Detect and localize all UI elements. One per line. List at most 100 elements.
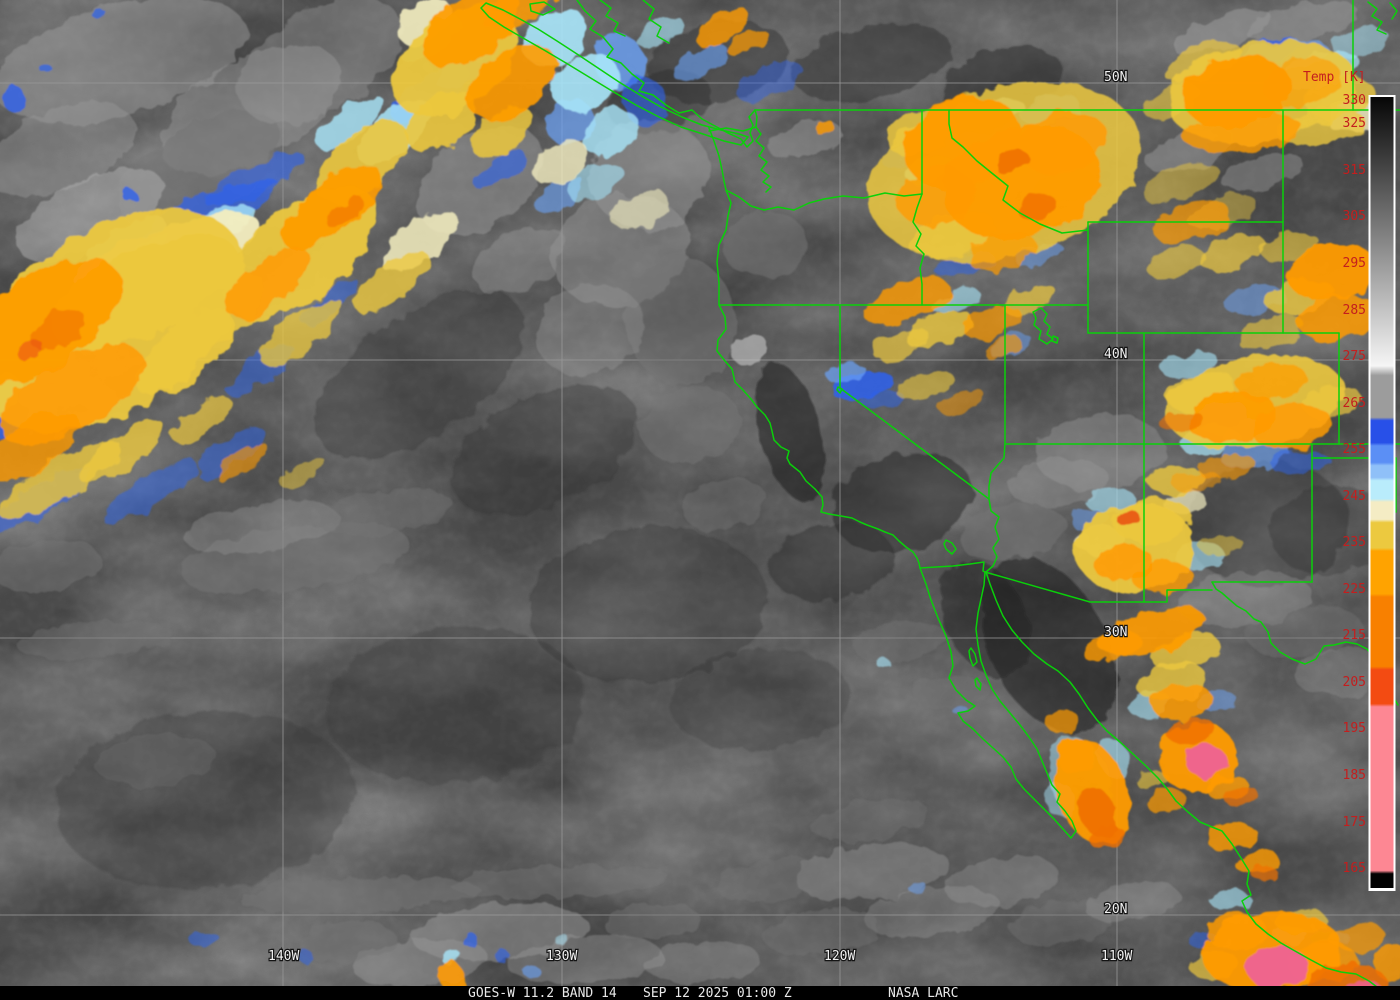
wa-or-columbia	[725, 189, 923, 211]
mb-lakes-2	[1389, 2, 1398, 20]
cloud-blob	[1008, 457, 1108, 507]
cloud-blob	[1003, 285, 1057, 315]
shade-blob	[528, 526, 768, 684]
cloud-blob	[815, 121, 835, 135]
utah-lake	[1051, 335, 1059, 344]
cloud-blob	[184, 501, 340, 555]
bc-mainland-coast	[576, 0, 756, 148]
cloud-blob	[196, 427, 264, 477]
us-mexico-border	[919, 561, 1213, 603]
cloud-blob	[1132, 560, 1192, 594]
cloud-blob	[611, 189, 669, 231]
cloud-blob	[95, 734, 215, 786]
latitude-label: 30N	[1104, 625, 1127, 640]
cloud-blob	[876, 658, 890, 668]
cloud-blob	[873, 329, 931, 361]
latitude-label: 40N	[1104, 347, 1127, 362]
colorbar-tick-labels: 330 325 315 305 295 285 275 265 255 245 235 225 215 2…	[1343, 93, 1366, 876]
baja-california	[919, 567, 1077, 839]
cloud-blob	[1197, 234, 1267, 270]
cloud-blob	[282, 165, 382, 249]
cloud-blob	[0, 0, 247, 123]
terrain-dark-patches	[55, 20, 1390, 889]
cloud-blob	[1277, 108, 1367, 146]
cloud-blob	[1172, 9, 1272, 55]
mexico-mainland-coast	[985, 571, 1399, 1000]
colorbar-tick: 305	[1343, 209, 1366, 224]
cloud-blob	[1187, 745, 1227, 779]
cloud-blob	[715, 858, 825, 902]
cloud-blob	[280, 455, 324, 489]
cloud-blob	[523, 966, 541, 978]
cloud-blob	[581, 108, 639, 156]
isla-tiburon	[974, 677, 982, 691]
cloud-blob	[0, 412, 82, 482]
cloud-blob	[1142, 161, 1218, 203]
cloud-blob	[1224, 786, 1260, 808]
cloud-blob	[1330, 27, 1390, 57]
mb-lakes-1	[1367, 1, 1387, 35]
cloud-blob	[1262, 56, 1342, 108]
cloud-blob	[1082, 631, 1142, 663]
cloud-blob	[1270, 449, 1330, 475]
cloud-blob	[963, 305, 1021, 339]
cloud-blob	[1200, 535, 1244, 557]
cloud-blob	[1136, 769, 1168, 791]
cloud-blob	[238, 0, 402, 123]
cloud-blob	[240, 875, 480, 915]
cloud-blob	[695, 7, 749, 47]
cloud-blob	[317, 488, 453, 536]
cloud-blob	[637, 15, 683, 49]
cloud-blob	[102, 460, 198, 524]
colorbar-tick: 185	[1343, 768, 1366, 783]
cloud-blob	[730, 334, 770, 366]
cloud-blob	[1089, 824, 1125, 850]
vancouver-island	[480, 2, 749, 146]
shade-blob	[791, 23, 953, 101]
cloud-blob	[439, 961, 465, 993]
cloud-blob	[931, 287, 979, 313]
cloud-blob	[30, 309, 86, 351]
cloud-blob	[494, 950, 510, 962]
lake-tahoe	[836, 386, 843, 394]
cloud-blob	[300, 921, 396, 963]
cloud-blob	[1112, 497, 1192, 543]
latitude-label: 20N	[1104, 902, 1127, 917]
cloud-blob	[1207, 913, 1267, 951]
status-bar-background	[0, 986, 1400, 1000]
cloud-blob	[994, 149, 1030, 175]
shade-blob	[755, 362, 825, 502]
cloud-blob	[566, 161, 624, 203]
cloud-blob	[810, 798, 930, 842]
cloud-blob	[1247, 944, 1307, 990]
cloud-blob	[1294, 647, 1390, 697]
cloud-blob	[79, 419, 165, 485]
cloud-blob	[536, 283, 644, 377]
shade-blob	[325, 626, 585, 784]
cloud-blob	[673, 43, 727, 81]
colorbar-tick: 330	[1343, 93, 1366, 108]
juan-de-fuca-strait	[708, 109, 758, 132]
cloud-blob	[1172, 471, 1222, 493]
shade-blob	[451, 384, 639, 516]
cloud-blob	[1147, 789, 1187, 815]
cloud-blob	[39, 63, 51, 73]
cloud-blob	[1182, 111, 1302, 153]
cloud-blob	[860, 390, 904, 410]
product-credit: NASA LARC	[888, 986, 958, 1000]
cloud-blob	[261, 298, 343, 366]
cloud-blob	[1252, 404, 1332, 450]
bc-islands	[529, 1, 556, 16]
cloud-blob	[1152, 683, 1212, 721]
cloud-blob	[1116, 509, 1140, 527]
cloud-blob	[982, 335, 1022, 359]
shade-blob	[939, 559, 1031, 677]
cloud-blob	[1253, 865, 1277, 883]
cloud-blob	[1167, 717, 1217, 747]
cloud-blob	[189, 932, 221, 948]
cloud-blob	[354, 250, 430, 314]
cloud-blob	[1017, 194, 1057, 220]
colorbar-tick: 215	[1343, 628, 1366, 643]
cloud-blob	[1017, 110, 1107, 174]
cloud-blob	[216, 442, 268, 482]
